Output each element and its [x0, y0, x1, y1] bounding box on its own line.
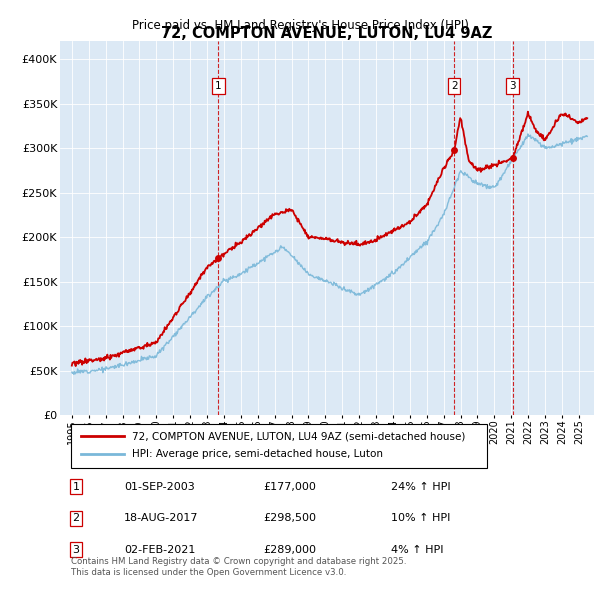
Text: 2: 2: [451, 81, 458, 91]
Text: 02-FEB-2021: 02-FEB-2021: [124, 545, 196, 555]
Text: 2: 2: [73, 513, 80, 523]
Text: 01-SEP-2003: 01-SEP-2003: [124, 482, 195, 492]
Text: HPI: Average price, semi-detached house, Luton: HPI: Average price, semi-detached house,…: [132, 449, 383, 459]
Bar: [71, 424, 487, 468]
Text: Price paid vs. HM Land Registry's House Price Index (HPI): Price paid vs. HM Land Registry's House …: [131, 19, 469, 32]
Text: 72, COMPTON AVENUE, LUTON, LU4 9AZ (semi-detached house): 72, COMPTON AVENUE, LUTON, LU4 9AZ (semi…: [132, 431, 466, 441]
Text: 24% ↑ HPI: 24% ↑ HPI: [391, 482, 451, 492]
Text: Contains HM Land Registry data © Crown copyright and database right 2025.
This d: Contains HM Land Registry data © Crown c…: [71, 557, 406, 576]
Title: 72, COMPTON AVENUE, LUTON, LU4 9AZ: 72, COMPTON AVENUE, LUTON, LU4 9AZ: [161, 27, 493, 41]
Text: £298,500: £298,500: [263, 513, 316, 523]
Text: £177,000: £177,000: [263, 482, 316, 492]
Text: 1: 1: [73, 482, 80, 492]
Text: 3: 3: [73, 545, 80, 555]
Text: 18-AUG-2017: 18-AUG-2017: [124, 513, 199, 523]
Text: 10% ↑ HPI: 10% ↑ HPI: [391, 513, 451, 523]
Text: £289,000: £289,000: [263, 545, 316, 555]
Text: 4% ↑ HPI: 4% ↑ HPI: [391, 545, 443, 555]
Text: 3: 3: [509, 81, 516, 91]
Text: 1: 1: [215, 81, 221, 91]
